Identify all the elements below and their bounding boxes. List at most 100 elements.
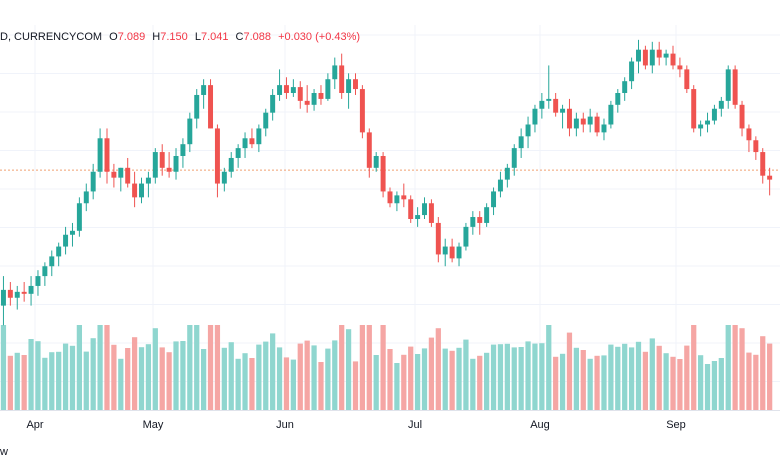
volume-bar: [628, 347, 635, 410]
candle-body: [42, 266, 48, 277]
volume-bar: [490, 344, 497, 410]
candle-body: [201, 85, 207, 95]
volume-bar: [601, 355, 607, 410]
candle-body: [525, 124, 531, 137]
volume-bar: [7, 355, 13, 410]
candle-body: [311, 93, 317, 105]
candle-body: [214, 128, 220, 184]
volume-bar: [256, 344, 262, 410]
volume-bar: [656, 345, 662, 410]
volume-bar: [511, 347, 517, 410]
candle-body: [760, 152, 766, 176]
volume-bar: [283, 357, 290, 410]
candle-body: [608, 104, 614, 125]
time-axis: Apr May Jun Jul Aug Sep: [26, 419, 685, 431]
high-label: H: [152, 31, 161, 43]
volume-bar: [69, 345, 76, 410]
candle-body: [711, 108, 717, 121]
candle-body: [249, 138, 255, 145]
volume-bar: [414, 354, 421, 410]
candle-body: [491, 191, 497, 208]
candle-body: [159, 152, 165, 168]
candle-body: [484, 207, 490, 223]
candle-body: [152, 152, 158, 178]
volume-bar: [373, 355, 379, 410]
volume-bar: [401, 354, 407, 410]
candle-body: [456, 246, 462, 259]
candle-body: [705, 120, 711, 125]
volume-bar: [270, 333, 276, 410]
volume-bar: [0, 325, 7, 410]
volume-bar: [753, 354, 759, 410]
candle-body: [180, 144, 186, 156]
candle-body: [187, 118, 193, 145]
volume-bar: [352, 361, 359, 410]
volume-bar: [180, 341, 186, 410]
volume-bar: [332, 340, 338, 410]
candle-body: [194, 94, 200, 119]
candle-body: [235, 148, 241, 158]
candle-body: [304, 100, 310, 105]
candle-body: [208, 85, 214, 129]
volume-bar: [228, 342, 234, 410]
candle-body: [497, 179, 503, 192]
volume-bar: [760, 336, 766, 410]
candle-body: [394, 195, 400, 204]
volume-bar: [201, 349, 207, 410]
candle-body: [373, 156, 379, 168]
x-tick-label: Aug: [530, 419, 550, 431]
candle-body: [270, 94, 276, 113]
candle-body: [111, 171, 117, 178]
candle-body: [539, 100, 545, 109]
volume-bar: [359, 325, 366, 410]
candle-body: [642, 49, 648, 66]
candle-body: [104, 138, 110, 172]
candle-body: [290, 87, 296, 93]
candle-body: [560, 108, 566, 113]
volume-bar: [449, 350, 455, 410]
candle-body: [677, 65, 683, 70]
candle-body: [739, 104, 745, 129]
candle-body: [0, 289, 6, 306]
candle-body: [670, 53, 676, 66]
candle-body: [318, 93, 324, 99]
volume-bar: [566, 332, 573, 410]
volume-bar: [463, 339, 469, 410]
candle-body: [594, 116, 600, 133]
volume-bar: [276, 347, 283, 410]
candle-body: [97, 138, 103, 172]
candle-body: [173, 156, 179, 172]
candle-body: [49, 256, 55, 267]
candle-body: [14, 291, 20, 298]
candles: [0, 39, 773, 326]
candle-body: [56, 246, 62, 257]
candle-body: [477, 217, 483, 223]
candle-body: [283, 85, 289, 93]
candle-body: [346, 79, 352, 93]
volume-bar: [221, 347, 227, 410]
candle-body: [767, 175, 773, 180]
volume-bar: [767, 343, 773, 410]
candle-body: [636, 49, 641, 62]
volume-bar: [428, 337, 435, 410]
candle-body: [629, 61, 635, 82]
candle-body: [622, 81, 628, 93]
candle-body: [718, 100, 724, 109]
close-value: 7.088: [243, 31, 272, 43]
volume-bar: [297, 343, 303, 410]
candle-body: [442, 246, 448, 255]
volume-bar: [525, 341, 531, 410]
candle-body: [90, 171, 96, 192]
volume-bar: [704, 364, 711, 410]
volume-bar: [242, 353, 248, 410]
volume-bar: [311, 345, 317, 410]
volume-bar: [504, 343, 510, 410]
candle-body: [415, 215, 421, 219]
volume-bar: [497, 344, 504, 410]
volume-bar: [477, 355, 483, 410]
candle-body: [553, 98, 559, 113]
candle-body: [221, 171, 227, 184]
candle-body: [408, 199, 414, 219]
volume-bar: [642, 351, 649, 410]
